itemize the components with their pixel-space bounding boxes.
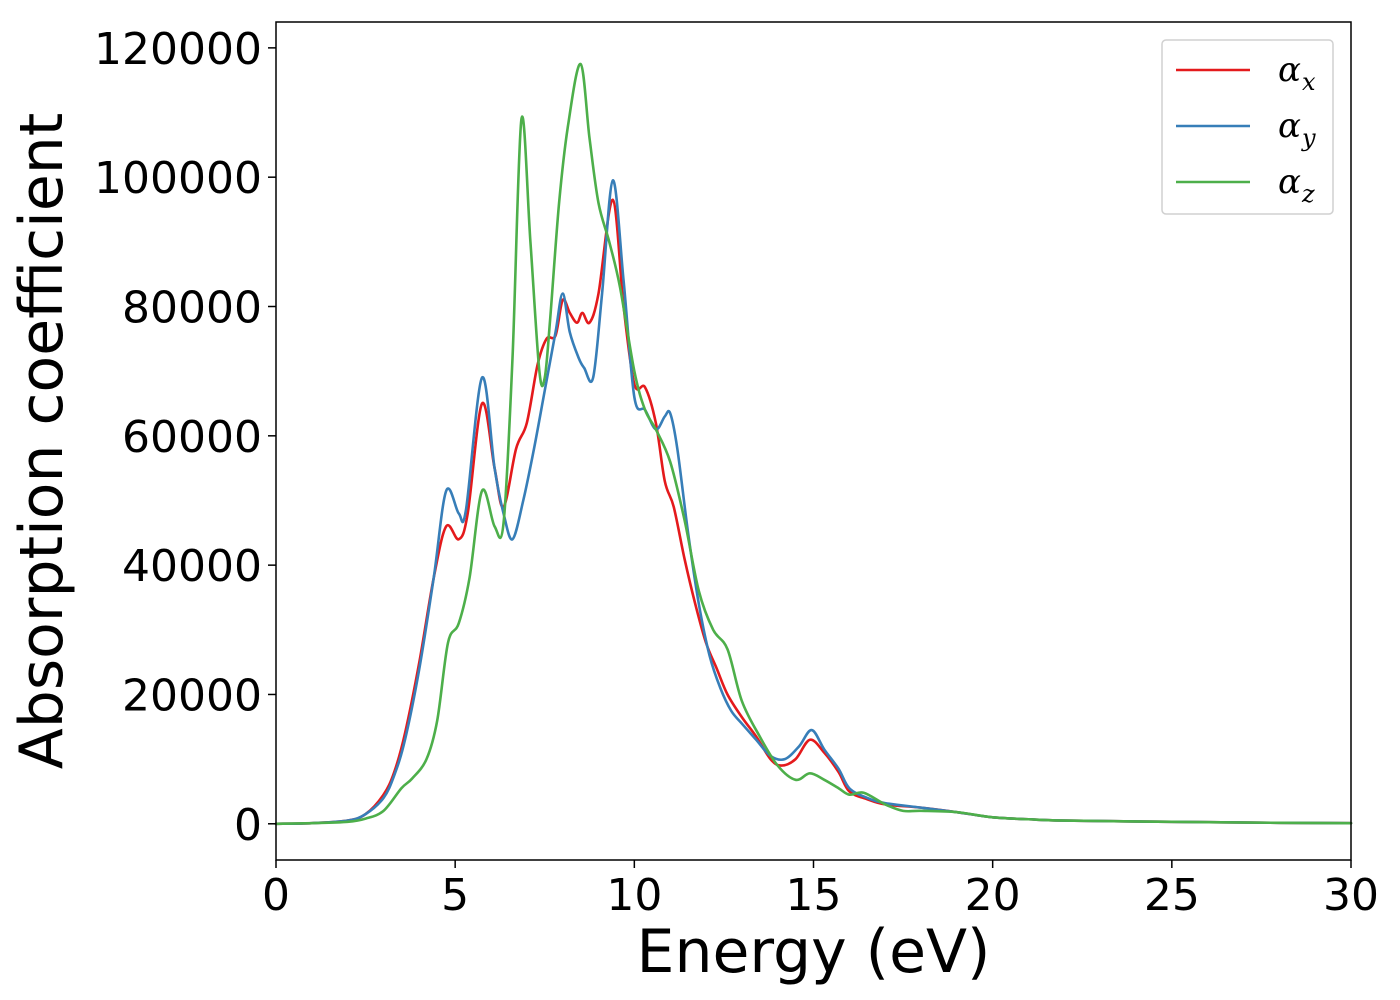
x-axis-title: Energy (eV) <box>637 917 991 987</box>
y-axis: 0 20000 40000 60000 80000 100000 120000 <box>94 24 276 851</box>
y-tick-label: 100000 <box>94 153 262 204</box>
y-axis-title: Absorption coefficient <box>7 113 77 770</box>
y-tick-label: 40000 <box>122 541 262 592</box>
x-tick-label: 5 <box>441 870 469 921</box>
y-tick-label: 120000 <box>94 24 262 75</box>
x-tick-label: 10 <box>606 870 662 921</box>
y-tick-label: 20000 <box>122 670 262 721</box>
y-tick-label: 0 <box>234 800 262 851</box>
x-axis: 0 5 10 15 20 25 30 <box>262 860 1379 921</box>
x-tick-label: 25 <box>1144 870 1200 921</box>
legend: αx αy αz <box>1161 39 1334 215</box>
x-tick-label: 0 <box>262 870 290 921</box>
series-line-z <box>274 62 1353 826</box>
x-tick-label: 15 <box>786 870 842 921</box>
series-line-y <box>274 179 1353 826</box>
series-layer <box>274 62 1353 826</box>
x-tick-label: 30 <box>1323 870 1379 921</box>
y-tick-label: 60000 <box>122 412 262 463</box>
legend-label-y: αy <box>1278 106 1316 152</box>
y-tick-label: 80000 <box>122 283 262 334</box>
legend-label-z: αz <box>1278 162 1315 208</box>
x-tick-label: 20 <box>965 870 1021 921</box>
legend-label-x: αx <box>1278 50 1316 96</box>
